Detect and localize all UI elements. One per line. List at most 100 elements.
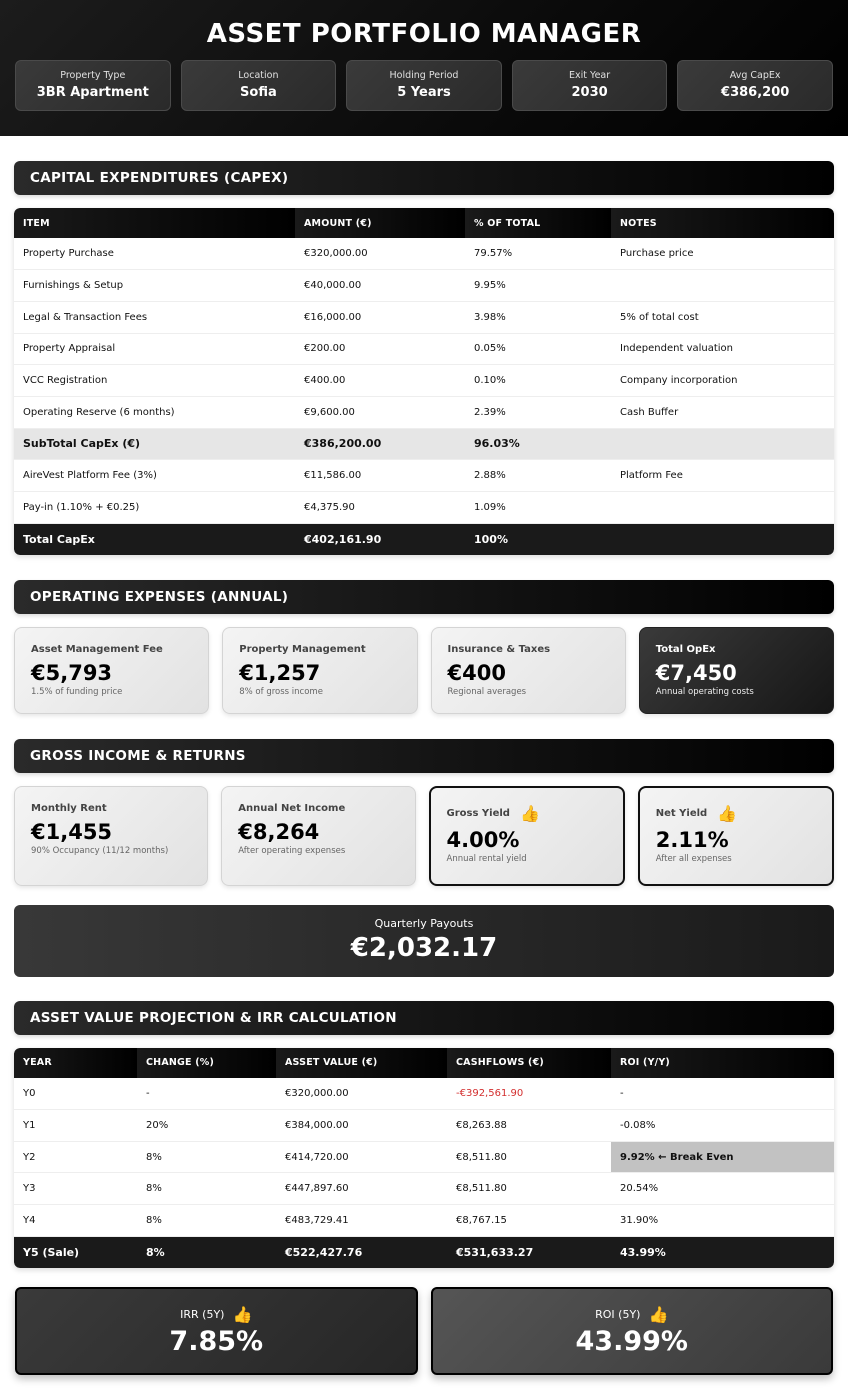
metric-label: IRR (5Y) <box>180 1308 225 1321</box>
meta-value: Sofia <box>240 85 277 100</box>
cell-asset-value: €384,000.00 <box>276 1109 447 1142</box>
cell-amount: €320,000.00 <box>295 238 465 271</box>
cell-item: Property Purchase <box>14 238 295 271</box>
cell-asset-value: €447,897.60 <box>276 1172 447 1206</box>
metric-label-row: IRR (5Y) 👍 <box>17 1305 416 1325</box>
meta-label: Holding Period <box>389 70 459 81</box>
subtotal-row: SubTotal CapEx (€) €386,200.00 96.03% <box>14 428 834 461</box>
cell-pct: 2.88% <box>465 459 611 492</box>
irr-value: 7.85% <box>169 1326 264 1357</box>
column-header-notes: NOTES <box>611 208 834 238</box>
table-row: Y0 - €320,000.00 -€392,561.90 - <box>14 1077 834 1111</box>
card-value: €7,450 <box>655 660 737 685</box>
opex-section: OPERATING EXPENSES (ANNUAL) <box>0 579 848 614</box>
thumbs-up-icon: 👍 <box>232 1305 253 1324</box>
thumbs-up-icon: 👍 <box>648 1305 669 1324</box>
card-label: Gross Yield <box>446 807 510 819</box>
card-label: Monthly Rent <box>31 802 107 814</box>
card-asset-management-fee: Asset Management Fee €5,793 1.5% of fund… <box>14 626 210 714</box>
column-header-item: ITEM <box>14 208 295 238</box>
card-subtext: After all expenses <box>655 853 732 864</box>
table-header-row: YEAR CHANGE (%) ASSET VALUE (€) CASHFLOW… <box>14 1047 834 1078</box>
cell-roi-break-even: 9.92% ← Break Even <box>611 1141 834 1174</box>
metric-label: ROI (5Y) <box>595 1308 641 1321</box>
cell-notes: Purchase price <box>611 238 834 271</box>
card-subtext: Annual operating costs <box>655 686 754 697</box>
meta-value: €386,200 <box>721 85 790 100</box>
cell-year: Y4 <box>14 1204 137 1237</box>
irr-metric-card: IRR (5Y) 👍 7.85% <box>15 1287 418 1375</box>
card-label: Total OpEx <box>655 643 716 655</box>
payout-value: €2,032.17 <box>350 932 498 963</box>
cell-amount: €16,000.00 <box>295 301 465 334</box>
card-value: €400 <box>447 660 506 685</box>
cell-change: 8% <box>137 1141 276 1174</box>
table-row: Y1 20% €384,000.00 €8,263.88 -0.08% <box>14 1109 834 1142</box>
cell-roi: 43.99% <box>611 1236 834 1268</box>
card-label-row: Net Yield 👍 <box>655 803 816 823</box>
cell-amount: €386,200.00 <box>295 428 465 461</box>
thumbs-up-icon: 👍 <box>519 803 540 823</box>
meta-holding-period: Holding Period 5 Years <box>346 60 502 111</box>
section-title-projection: ASSET VALUE PROJECTION & IRR CALCULATION <box>14 1000 834 1035</box>
table-row: Property Appraisal €200.00 0.05% Indepen… <box>14 333 834 366</box>
card-label-row: Gross Yield 👍 <box>446 803 607 823</box>
cell-cashflow: €8,263.88 <box>447 1109 611 1142</box>
cell-roi: - <box>611 1077 834 1111</box>
cell-roi: 20.54% <box>611 1172 834 1206</box>
meta-avg-capex: Avg CapEx €386,200 <box>677 60 833 111</box>
card-insurance-taxes: Insurance & Taxes €400 Regional averages <box>430 626 626 714</box>
section-title-opex: OPERATING EXPENSES (ANNUAL) <box>14 579 834 614</box>
meta-label: Exit Year <box>569 70 611 81</box>
cell-amount: €40,000.00 <box>295 269 465 302</box>
cell-pct: 9.95% <box>465 269 611 302</box>
meta-location: Location Sofia <box>180 60 337 111</box>
meta-label: Property Type <box>60 70 126 81</box>
card-label: Net Yield <box>655 807 708 819</box>
card-gross-yield: Gross Yield 👍 4.00% Annual rental yield <box>428 785 625 886</box>
column-header-amount: AMOUNT (€) <box>295 208 465 238</box>
thumbs-up-icon: 👍 <box>717 803 738 823</box>
column-header-roi: ROI (Y/Y) <box>611 1047 834 1078</box>
projection-table-wrapper: YEAR CHANGE (%) ASSET VALUE (€) CASHFLOW… <box>14 1047 834 1268</box>
cell-notes: Company incorporation <box>611 364 834 397</box>
cell-item: Property Appraisal <box>14 333 295 366</box>
cell-amount: €402,161.90 <box>295 523 465 555</box>
page-header: ASSET PORTFOLIO MANAGER Property Type 3B… <box>0 0 848 136</box>
card-value: 2.11% <box>655 827 729 852</box>
cell-asset-value: €414,720.00 <box>276 1141 447 1174</box>
table-row: Property Purchase €320,000.00 79.57% Pur… <box>14 238 834 271</box>
cell-asset-value: €320,000.00 <box>276 1077 447 1111</box>
cell-item: Legal & Transaction Fees <box>14 301 295 334</box>
column-header-cashflows: CASHFLOWS (€) <box>447 1047 611 1078</box>
meta-value: 2030 <box>571 85 608 100</box>
table-row: Operating Reserve (6 months) €9,600.00 2… <box>14 396 834 429</box>
card-subtext: Annual rental yield <box>446 853 527 864</box>
cell-notes <box>611 491 834 524</box>
cell-change: - <box>137 1077 276 1111</box>
cell-roi: -0.08% <box>611 1109 834 1142</box>
total-row: Total CapEx €402,161.90 100% <box>14 523 834 555</box>
card-subtext: After operating expenses <box>238 845 346 856</box>
cell-pct: 1.09% <box>465 491 611 524</box>
cell-notes <box>611 523 834 555</box>
card-label: Asset Management Fee <box>31 643 163 655</box>
metric-label-row: ROI (5Y) 👍 <box>433 1305 832 1325</box>
app-title: ASSET PORTFOLIO MANAGER <box>206 19 642 49</box>
cell-cashflow: €8,511.80 <box>447 1172 611 1206</box>
meta-exit-year: Exit Year 2030 <box>511 60 668 111</box>
projection-section: ASSET VALUE PROJECTION & IRR CALCULATION… <box>0 1000 848 1268</box>
table-row: Y3 8% €447,897.60 €8,511.80 20.54% <box>14 1172 834 1206</box>
table-row: Legal & Transaction Fees €16,000.00 3.98… <box>14 301 834 334</box>
cell-cashflow: €8,767.15 <box>447 1204 611 1237</box>
property-summary: Property Type 3BR Apartment Location Sof… <box>0 60 848 111</box>
table-row: Furnishings & Setup €40,000.00 9.95% <box>14 269 834 302</box>
table-row: AireVest Platform Fee (3%) €11,586.00 2.… <box>14 459 834 492</box>
cell-item: Total CapEx <box>14 523 295 555</box>
cell-notes <box>611 428 834 461</box>
card-subtext: 1.5% of funding price <box>31 686 123 697</box>
cell-year: Y2 <box>14 1141 137 1174</box>
cell-amount: €11,586.00 <box>295 459 465 492</box>
summary-metrics: IRR (5Y) 👍 7.85% ROI (5Y) 👍 43.99% <box>0 1287 848 1375</box>
cell-cashflow: €531,633.27 <box>447 1236 611 1268</box>
